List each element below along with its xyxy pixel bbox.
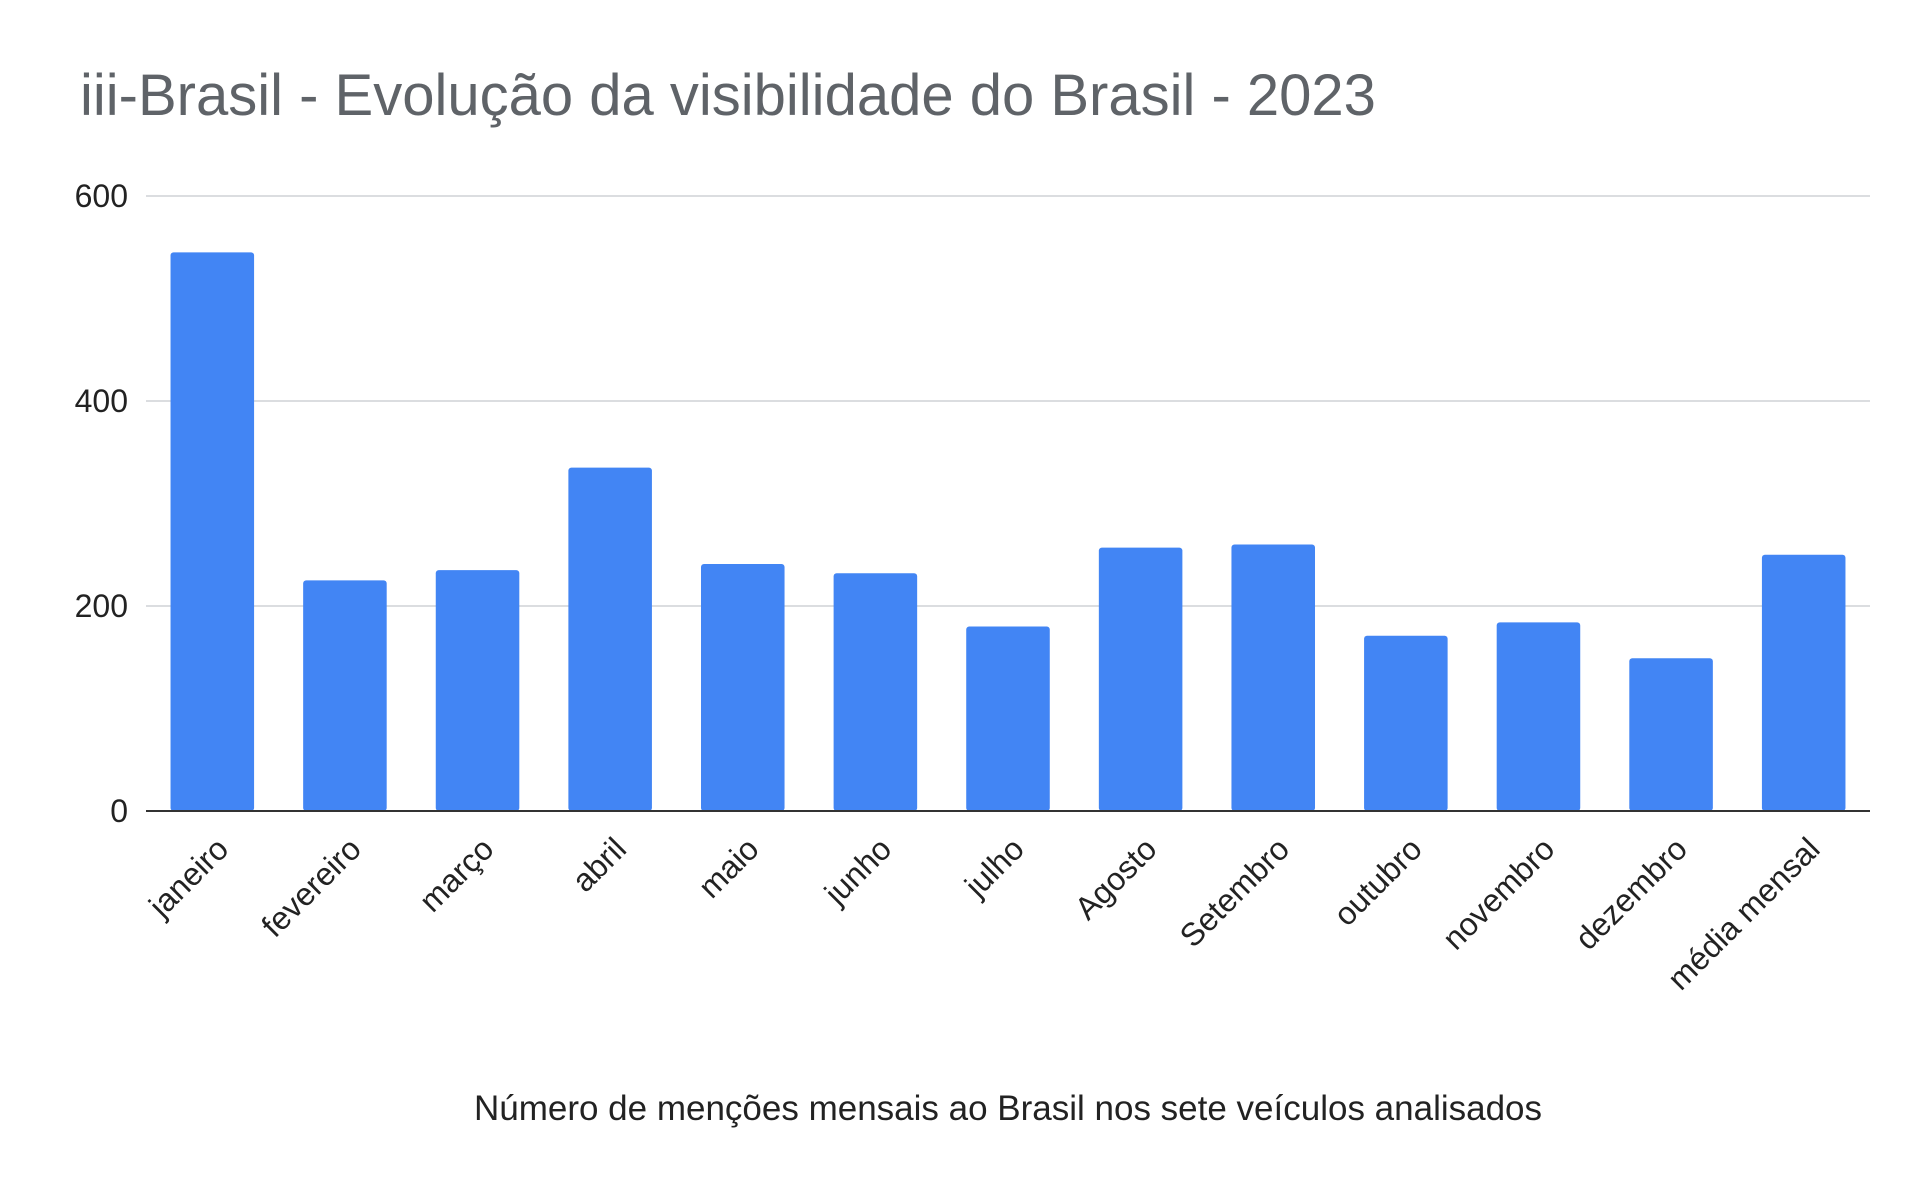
bar-novembro (1496, 622, 1581, 811)
x-tick-label: julho (957, 830, 1031, 904)
x-tick-label: outubro (1327, 830, 1429, 932)
bar-abril (568, 467, 652, 811)
bar-agosto (1098, 547, 1183, 811)
y-tick-label: 600 (75, 178, 128, 214)
chart-title: iii-Brasil - Evolução da visibilidade do… (80, 63, 1376, 128)
x-axis-label: Número de menções mensais ao Brasil nos … (474, 1089, 1542, 1128)
y-tick-label: 200 (75, 588, 128, 624)
bar-janeiro (170, 252, 255, 811)
x-tick-label: dezembro (1568, 830, 1694, 956)
bar-setembro (1231, 544, 1316, 811)
x-tick-label: Agosto (1068, 830, 1164, 926)
x-tick-label: janeiro (141, 830, 235, 924)
x-tick-label: novembro (1435, 830, 1561, 956)
bar-fevereiro (303, 580, 387, 811)
bar-junho (833, 573, 918, 811)
bar-março (435, 570, 520, 811)
gridlines (146, 195, 1870, 607)
bars (170, 252, 1846, 811)
bar-outubro (1364, 635, 1448, 811)
bar-dezembro (1629, 658, 1713, 811)
x-tick-label: junho (817, 830, 899, 912)
y-tick-label: 400 (75, 383, 128, 419)
bar-julho (966, 626, 1050, 811)
x-tick-label: março (412, 830, 500, 918)
bar-média-mensal (1761, 554, 1846, 811)
x-tick-label: fevereiro (254, 830, 367, 943)
x-tick-label: maio (691, 830, 766, 905)
x-tick-label: Setembro (1173, 830, 1297, 954)
bar-maio (700, 563, 785, 811)
x-axis-ticks: janeiro fevereiro março abril maio junho julho… (141, 830, 1826, 996)
x-tick-label: abril (565, 830, 633, 898)
y-axis-ticks: 0 200 400 600 (75, 178, 128, 829)
y-tick-label: 0 (110, 793, 128, 829)
